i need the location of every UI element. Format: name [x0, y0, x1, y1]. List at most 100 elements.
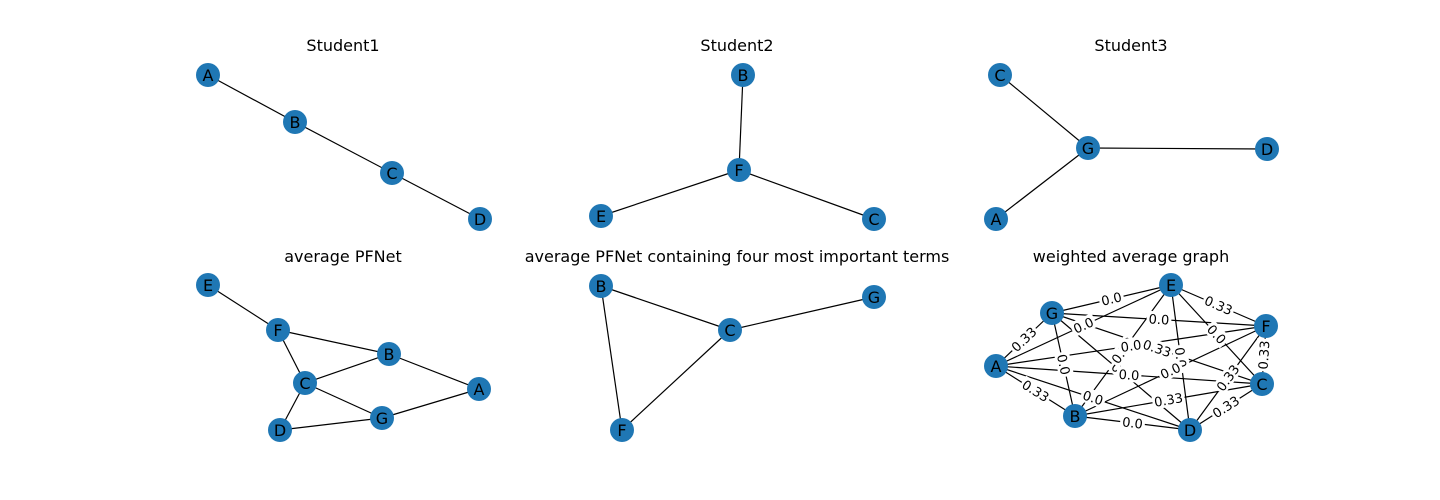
- node-label: G: [868, 288, 880, 307]
- node-d: D: [1255, 137, 1279, 161]
- edge-weight-label: 0.33: [1208, 391, 1244, 422]
- node-g: G: [1076, 136, 1100, 160]
- edge-a-g: [995, 147, 1089, 220]
- graph-student1: A B C D: [196, 63, 492, 231]
- graph-student3: C G D A: [984, 63, 1279, 231]
- node-label: D: [1184, 421, 1196, 440]
- node-label: F: [617, 421, 626, 440]
- edge-weight-text: 0.0: [1120, 338, 1143, 356]
- node-c: C: [380, 161, 404, 185]
- edge-weight-text: 0.0: [1118, 368, 1140, 384]
- node-b: B: [283, 110, 307, 134]
- node-circle: [731, 63, 755, 87]
- edge-c-g: [729, 296, 875, 331]
- node-label: B: [1070, 407, 1081, 426]
- node-label: G: [1082, 139, 1094, 158]
- node-circle: [1159, 273, 1183, 297]
- node-e: E: [589, 204, 613, 228]
- edge-weight-label: 0.0: [1097, 288, 1126, 310]
- edge-c-d: [391, 172, 481, 220]
- edge-weight-label: 0.33: [1151, 389, 1186, 411]
- panel-title: average PFNet containing four most impor…: [525, 247, 950, 266]
- node-circle: [196, 273, 220, 297]
- graph-student2: B F E C: [589, 63, 886, 231]
- edge-label-background: [1116, 366, 1142, 383]
- node-circle: [370, 406, 394, 430]
- node-a: A: [467, 377, 491, 401]
- node-circle: [1254, 314, 1278, 338]
- node-g: G: [1040, 301, 1064, 325]
- node-f: F: [727, 158, 751, 182]
- edge-b-a: [388, 353, 480, 390]
- panel-student3: Student3 C G D A: [984, 36, 1279, 231]
- node-label: A: [991, 357, 1002, 376]
- edge-weight-label: 0.0: [1117, 336, 1145, 356]
- edge-c-g: [999, 74, 1089, 149]
- edge-b-f: [600, 285, 623, 431]
- panel-average-pfnet-four-terms: average PFNet containing four most impor…: [525, 247, 950, 442]
- node-circle: [283, 110, 307, 134]
- graph-weighted-average: 0.0 0.330.33 0.330.330.330.00.00.330.00.0 0…: [984, 273, 1278, 442]
- panel-title: Student3: [1094, 36, 1167, 55]
- node-circle: [467, 377, 491, 401]
- node-f: F: [266, 318, 290, 342]
- panel-title: average PFNet: [284, 247, 402, 266]
- panel-average-pfnet: average PFNet E F B C A G D: [196, 247, 491, 442]
- node-a: A: [984, 207, 1008, 231]
- node-circle: [1255, 137, 1279, 161]
- node-g: G: [370, 406, 394, 430]
- node-c: C: [293, 371, 317, 395]
- edge-weight-text: 0.33: [1141, 338, 1173, 361]
- node-label: E: [1166, 276, 1176, 295]
- node-label: B: [384, 345, 395, 364]
- edge-weight-label: 0.0: [1146, 310, 1172, 329]
- node-circle: [1063, 404, 1087, 428]
- node-circle: [196, 63, 220, 87]
- node-circle: [268, 418, 292, 442]
- edge-layer: [207, 74, 481, 220]
- edge-label-background: [1018, 375, 1054, 406]
- edge-weight-text: 0.0: [1053, 353, 1072, 376]
- edge-label-background: [1151, 389, 1186, 410]
- node-circle: [862, 285, 886, 309]
- edge-label-background: [1119, 413, 1146, 432]
- edge-weight-label: 0.0: [1079, 386, 1108, 410]
- panel-student1: Student1 A B C D: [196, 36, 492, 231]
- edge-weight-label: 0.0: [1119, 413, 1146, 433]
- edge-label-background: [1053, 350, 1075, 379]
- node-circle: [1178, 418, 1202, 442]
- edge-label-background: [1200, 291, 1237, 319]
- node-label: F: [273, 321, 282, 340]
- edge-g-d: [1087, 147, 1268, 150]
- node-label: F: [1261, 317, 1270, 336]
- node-circle: [589, 274, 613, 298]
- edge-e-f: [600, 169, 740, 217]
- edge-weight-text: 0.33: [1202, 294, 1235, 319]
- edge-f-c: [621, 329, 731, 431]
- edge-weight-label: 0.0: [1116, 366, 1142, 384]
- edge-weight-text: 0.0: [1081, 389, 1105, 410]
- node-circle: [862, 207, 886, 231]
- edge-label-background: [1155, 358, 1185, 383]
- node-c: C: [1250, 372, 1274, 396]
- edge-label-background: [1211, 360, 1244, 396]
- node-circle: [727, 158, 751, 182]
- edge-weight-label: 0.33: [1200, 291, 1237, 319]
- node-a: A: [984, 354, 1008, 378]
- node-circle: [468, 207, 492, 231]
- node-circle: [718, 318, 742, 342]
- edge-b-f: [738, 74, 744, 171]
- node-label: C: [994, 66, 1005, 85]
- edge-weight-label: 0.33: [1139, 335, 1175, 361]
- edge-weight-text: 0.33: [1153, 391, 1184, 411]
- node-label: D: [274, 421, 286, 440]
- node-circle: [1040, 301, 1064, 325]
- node-label: A: [474, 380, 485, 399]
- node-label: E: [203, 276, 213, 295]
- node-circle: [589, 204, 613, 228]
- node-circle: [293, 371, 317, 395]
- edge-layer: [207, 284, 480, 431]
- node-label: C: [724, 321, 735, 340]
- edge-a-b: [207, 74, 296, 123]
